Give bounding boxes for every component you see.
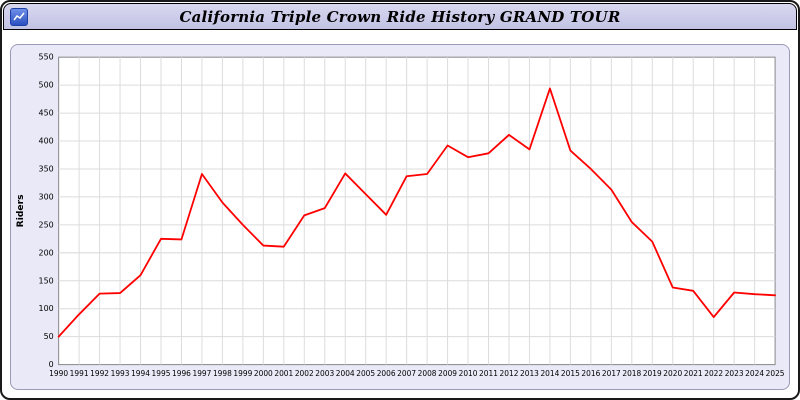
svg-text:2006: 2006 bbox=[377, 369, 396, 378]
svg-text:2014: 2014 bbox=[540, 369, 559, 378]
svg-text:2019: 2019 bbox=[643, 369, 662, 378]
svg-text:2001: 2001 bbox=[274, 369, 293, 378]
svg-text:1992: 1992 bbox=[90, 369, 109, 378]
svg-text:1996: 1996 bbox=[172, 369, 191, 378]
svg-text:400: 400 bbox=[39, 136, 54, 145]
svg-text:2013: 2013 bbox=[520, 369, 539, 378]
svg-text:2018: 2018 bbox=[622, 369, 641, 378]
chart-panel: 0 50 100 150 200 250 300 350 400 450 500 550 1990 199… bbox=[10, 44, 790, 390]
title-bar: California Triple Crown Ride History GRA… bbox=[3, 3, 797, 30]
svg-text:1995: 1995 bbox=[152, 369, 171, 378]
svg-text:2011: 2011 bbox=[479, 369, 498, 378]
svg-text:2003: 2003 bbox=[315, 369, 334, 378]
svg-text:0: 0 bbox=[49, 360, 54, 369]
svg-text:550: 550 bbox=[39, 53, 54, 62]
svg-text:50: 50 bbox=[44, 332, 54, 341]
svg-text:300: 300 bbox=[39, 192, 54, 201]
svg-text:2005: 2005 bbox=[356, 369, 375, 378]
svg-text:2012: 2012 bbox=[500, 369, 519, 378]
svg-text:1993: 1993 bbox=[111, 369, 130, 378]
svg-text:450: 450 bbox=[39, 109, 54, 118]
svg-text:2009: 2009 bbox=[438, 369, 457, 378]
svg-text:1999: 1999 bbox=[233, 369, 252, 378]
svg-text:2016: 2016 bbox=[581, 369, 600, 378]
svg-text:1990: 1990 bbox=[49, 369, 68, 378]
svg-text:2017: 2017 bbox=[602, 369, 621, 378]
svg-text:2020: 2020 bbox=[663, 369, 682, 378]
svg-text:1997: 1997 bbox=[192, 369, 211, 378]
svg-text:350: 350 bbox=[39, 164, 54, 173]
svg-text:1991: 1991 bbox=[70, 369, 89, 378]
svg-text:2002: 2002 bbox=[295, 369, 314, 378]
chart-icon bbox=[10, 7, 28, 26]
svg-text:2000: 2000 bbox=[254, 369, 273, 378]
svg-text:100: 100 bbox=[39, 304, 54, 313]
svg-text:200: 200 bbox=[39, 248, 54, 257]
svg-text:2022: 2022 bbox=[704, 369, 723, 378]
svg-text:2004: 2004 bbox=[336, 369, 355, 378]
svg-text:2007: 2007 bbox=[397, 369, 416, 378]
svg-text:2025: 2025 bbox=[766, 369, 785, 378]
svg-text:150: 150 bbox=[39, 276, 54, 285]
svg-text:2008: 2008 bbox=[418, 369, 437, 378]
svg-text:2023: 2023 bbox=[725, 369, 744, 378]
svg-text:2010: 2010 bbox=[459, 369, 478, 378]
svg-text:1994: 1994 bbox=[131, 369, 150, 378]
svg-text:Riders: Riders bbox=[16, 194, 26, 227]
svg-text:1998: 1998 bbox=[213, 369, 232, 378]
svg-text:2021: 2021 bbox=[684, 369, 703, 378]
svg-text:2015: 2015 bbox=[561, 369, 580, 378]
svg-text:2024: 2024 bbox=[745, 369, 764, 378]
svg-text:250: 250 bbox=[39, 220, 54, 229]
svg-text:500: 500 bbox=[39, 81, 54, 90]
page-title: California Triple Crown Ride History GRA… bbox=[179, 7, 621, 26]
